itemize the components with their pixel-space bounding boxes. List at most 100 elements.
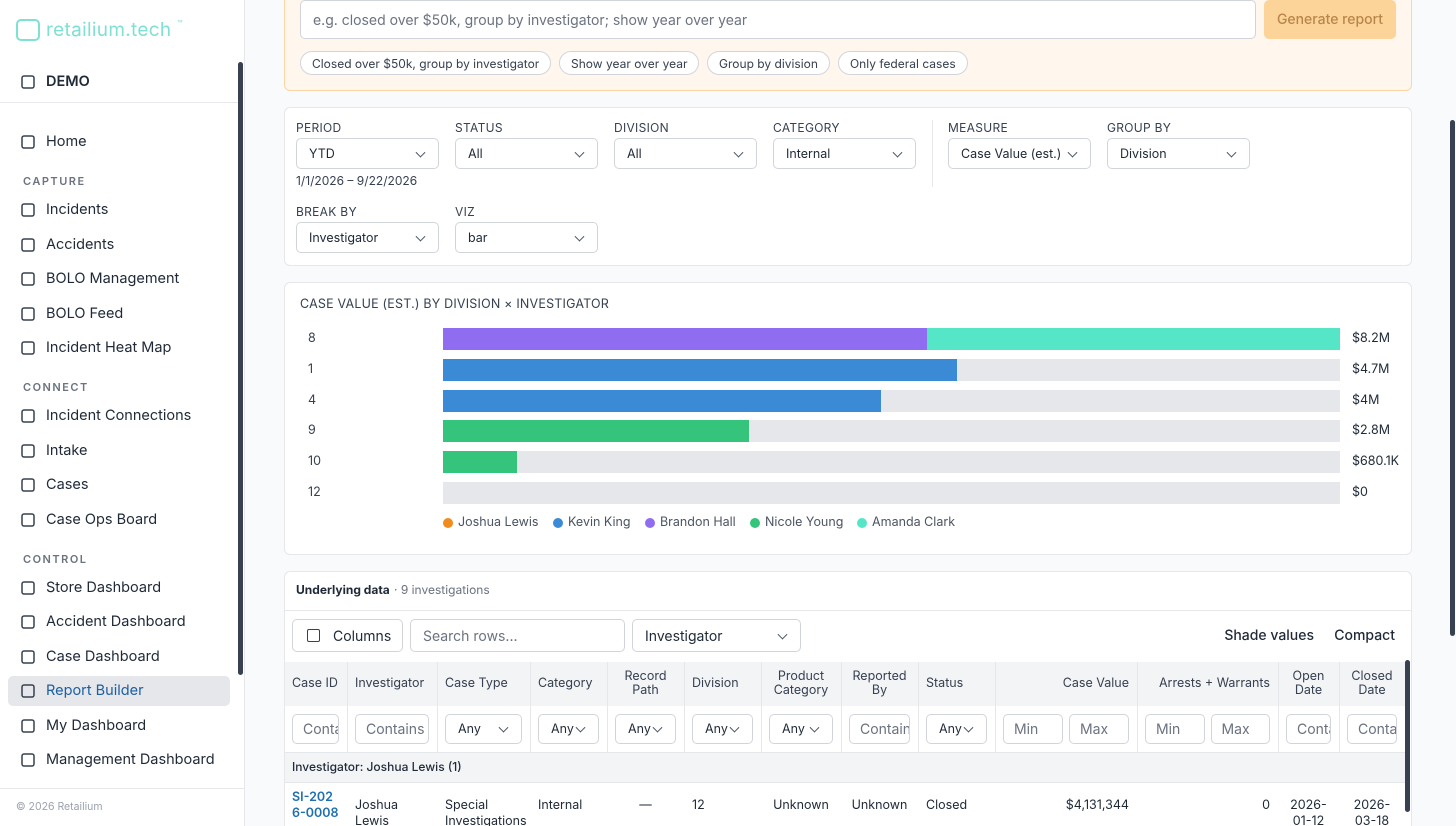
total-label: $8.2M	[1352, 331, 1390, 346]
column-header[interactable]: Division	[684, 662, 761, 706]
generate-label: Generate report	[1276, 11, 1384, 28]
table-cell: Joshua Lewis	[355, 798, 399, 826]
workspace[interactable]: DEMO	[46, 73, 90, 90]
filter-select[interactable]: bar	[455, 222, 598, 253]
divider	[0, 102, 238, 103]
filter-label: PERIOD	[296, 120, 342, 135]
nav-item[interactable]: My Dashboard	[46, 716, 147, 734]
compact-toggle[interactable]: Compact	[1334, 627, 1395, 644]
brand-mark: ™	[177, 19, 183, 30]
column-text-input[interactable]: Contains	[292, 714, 339, 744]
suggestion-chip[interactable]: Only federal cases	[838, 51, 968, 75]
nav-item[interactable]: Incidents	[46, 201, 109, 218]
column-select[interactable]: Any	[926, 714, 987, 744]
columns-button[interactable]: Columns	[292, 619, 403, 652]
column-select[interactable]: Any	[445, 714, 522, 744]
suggestion-chip[interactable]: Closed over $50k, group by investigator	[300, 51, 552, 75]
table-scrollbar	[1405, 660, 1410, 812]
column-select[interactable]: Any	[615, 714, 676, 744]
filter-value: Division	[1120, 147, 1167, 162]
range-input[interactable]: Max	[1069, 714, 1129, 744]
divider	[285, 782, 1405, 783]
suggestion-chip[interactable]: Group by division	[707, 51, 830, 75]
nav-item[interactable]: Intake	[46, 441, 88, 459]
column-select[interactable]: Any	[692, 714, 753, 744]
column-header[interactable]: Category	[530, 662, 607, 706]
nav-item[interactable]: Report Builder	[46, 682, 144, 699]
nav-item[interactable]: Case Dashboard	[46, 647, 160, 665]
column-header[interactable]: Record Path	[607, 662, 684, 706]
table-cell: Special Investigations	[445, 798, 527, 826]
column-text-input[interactable]: Contains	[355, 714, 429, 744]
column-header[interactable]: Open Date	[1278, 662, 1339, 706]
column-separator	[761, 662, 762, 752]
column-header[interactable]: Reported By	[841, 662, 918, 706]
filter-placeholder: Contains	[860, 721, 909, 738]
column-header[interactable]: Arrests + Warrants	[1137, 662, 1278, 706]
filter-select[interactable]: All	[614, 138, 757, 169]
nav-item[interactable]: BOLO Feed	[46, 304, 124, 322]
legend-label: Joshua Lewis	[458, 515, 539, 530]
filter-label: STATUS	[455, 120, 503, 135]
column-separator	[995, 662, 996, 752]
filter-select[interactable]: Investigator	[296, 222, 439, 253]
group-select[interactable]: Investigator	[632, 619, 801, 652]
column-text-input[interactable]: Contains	[1286, 714, 1331, 744]
nav-item[interactable]: Case Ops Board	[46, 510, 158, 528]
total-label: $4.7M	[1352, 362, 1390, 377]
column-title: Category	[538, 675, 593, 691]
nav-item[interactable]: Store Dashboard	[46, 578, 162, 596]
table-cell[interactable]: SI-2026-0008	[292, 790, 339, 822]
nav-item[interactable]: Home	[46, 133, 87, 150]
column-separator	[918, 662, 919, 752]
column-separator	[530, 662, 531, 752]
nav-icon	[21, 135, 35, 149]
nav-item[interactable]: Incident Heat Map	[46, 339, 172, 356]
shade-toggle[interactable]: Shade values	[1224, 627, 1314, 644]
total-label: $4M	[1352, 393, 1380, 408]
range-input[interactable]: Min	[1145, 714, 1205, 744]
column-title: Open Date	[1292, 668, 1325, 698]
filter-select[interactable]: All	[455, 138, 598, 169]
filter-select[interactable]: Case Value (est.)	[948, 138, 1091, 169]
suggestion-chip[interactable]: Show year over year	[559, 51, 700, 75]
page-scrollbar	[1450, 120, 1455, 636]
column-title: Case Value	[1062, 675, 1129, 691]
column-header[interactable]: Case Value	[995, 662, 1137, 706]
column-header[interactable]: Closed Date	[1339, 662, 1405, 706]
filter-value: Case Value (est.)	[961, 147, 1062, 162]
column-title: Record Path	[624, 668, 667, 698]
column-select[interactable]: Any	[769, 714, 833, 744]
prompt-input[interactable]: e.g. closed over $50k, group by investig…	[300, 0, 1256, 39]
column-text-input[interactable]: Contains	[1347, 714, 1397, 744]
nav-item[interactable]: BOLO Management	[46, 270, 180, 287]
nav-item[interactable]: Incident Connections	[46, 407, 192, 424]
nav-item[interactable]: Accident Dashboard	[46, 613, 186, 630]
column-header[interactable]: Status	[918, 662, 995, 706]
nav-icon	[21, 478, 35, 492]
generate-button[interactable]: Generate report	[1264, 0, 1396, 39]
filter-select[interactable]: YTD	[296, 138, 439, 169]
filter-placeholder: Max	[1221, 721, 1250, 738]
column-header[interactable]: Case ID	[284, 662, 347, 706]
range-input[interactable]: Max	[1210, 714, 1270, 744]
filter-placeholder: Min	[1014, 721, 1039, 738]
column-header[interactable]: Investigator	[347, 662, 437, 706]
nav-item[interactable]: Cases	[46, 476, 89, 493]
column-header[interactable]: Case Type	[437, 662, 530, 706]
filter-select[interactable]: Internal	[773, 138, 916, 169]
nav-item[interactable]: Accidents	[46, 235, 115, 253]
filter-select[interactable]: Division	[1107, 138, 1250, 169]
filter-label: VIZ	[455, 204, 475, 219]
legend-label: Amanda Clark	[872, 515, 956, 530]
filter-value: YTD	[309, 147, 335, 162]
column-select[interactable]: Any	[538, 714, 599, 744]
range-input[interactable]: Min	[1003, 714, 1063, 744]
search-input[interactable]: Search rows...	[410, 619, 625, 652]
sidebar-scrollbar	[238, 62, 243, 675]
column-text-input[interactable]: Contains	[849, 714, 910, 744]
column-header[interactable]: Product Category	[761, 662, 841, 706]
table-cell: Internal	[538, 798, 583, 813]
nav-item[interactable]: Management Dashboard	[46, 751, 215, 768]
